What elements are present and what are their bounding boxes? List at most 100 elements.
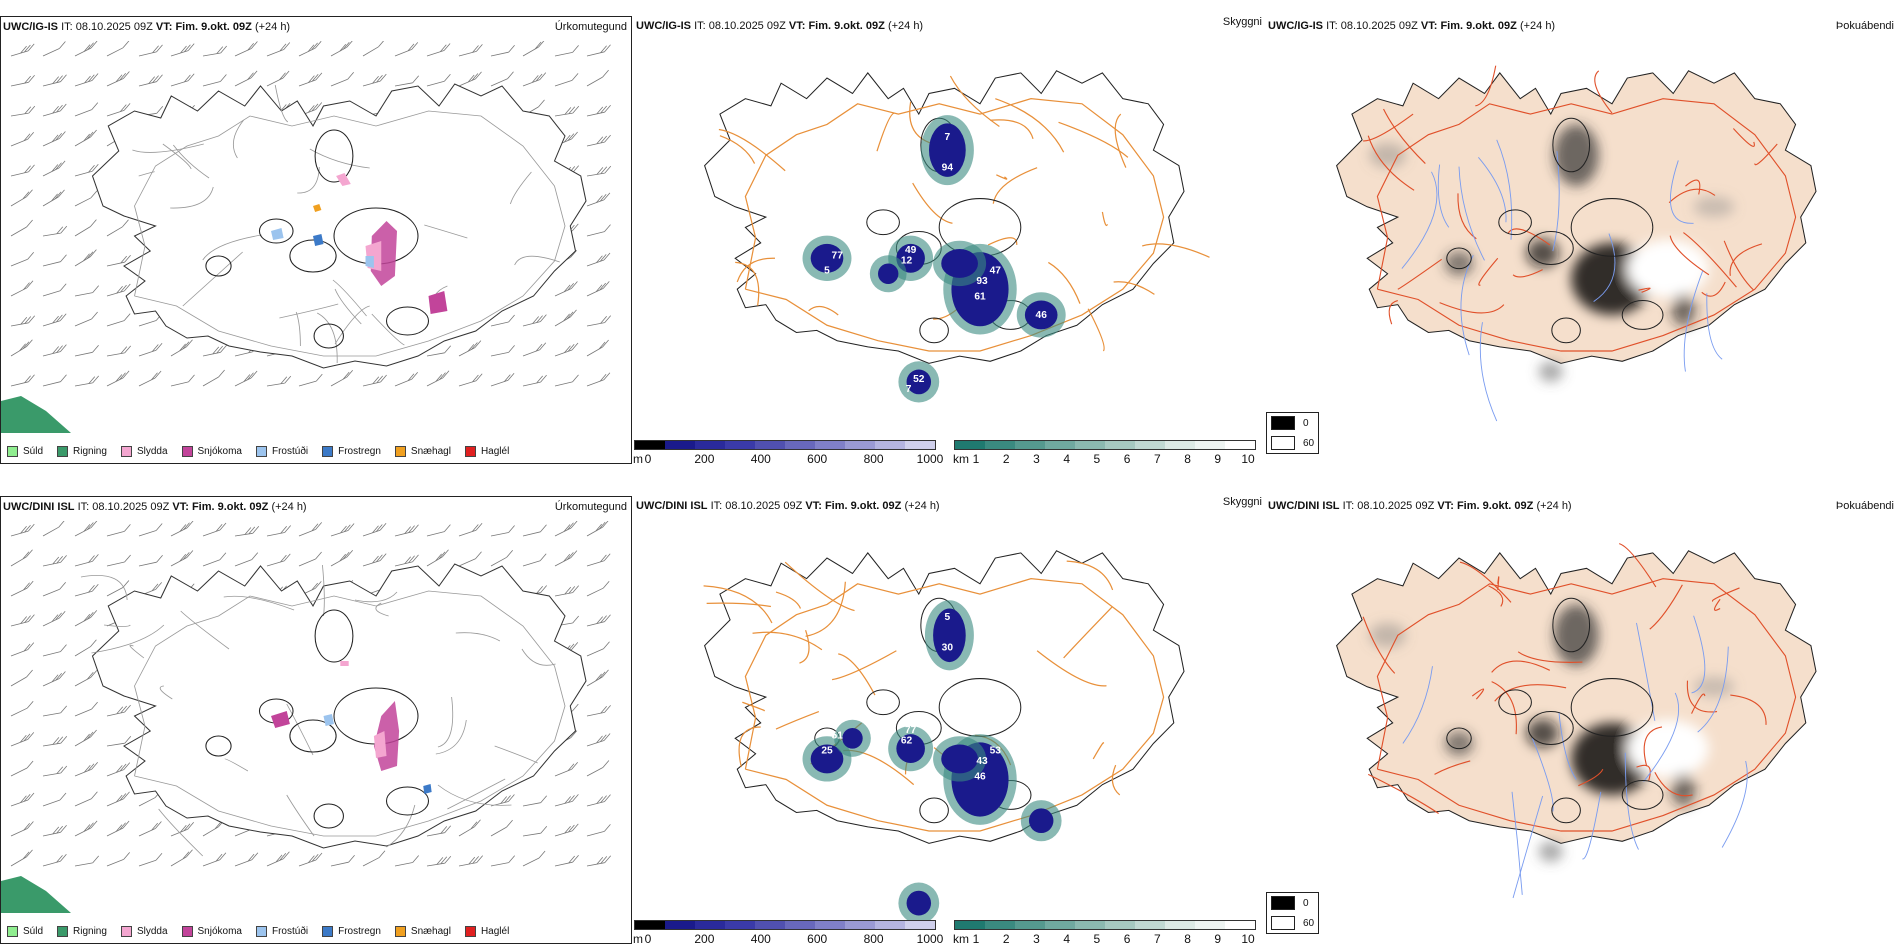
precip-legend-label: Haglél	[480, 446, 510, 457]
ceiling-tick-label: 800	[863, 452, 884, 466]
panel-title: UWC/DINI ISL IT: 08.10.2025 09Z VT: Fim.…	[3, 501, 307, 513]
lead-time: (+24 h)	[887, 20, 924, 32]
precip-legend-item: Haglél	[464, 926, 510, 937]
iceland-coastline	[704, 550, 1185, 844]
init-time: 08.10.2025 09Z	[708, 20, 786, 32]
precip-legend-item: Haglél	[464, 446, 510, 457]
lead-time: (+24 h)	[904, 500, 940, 512]
precip-areas	[271, 173, 448, 314]
ceiling-label: 43	[976, 756, 988, 767]
ceiling-label: 46	[1036, 310, 1048, 321]
panel-title: UWC/DINI ISL IT: 08.10.2025 09Z VT: Fim.…	[636, 500, 940, 512]
ceiling-tick-label: 400	[750, 932, 771, 946]
precip-legend-item: Súld	[7, 926, 43, 937]
ceiling-color-step	[785, 921, 815, 929]
visibility-color-step	[1075, 921, 1105, 929]
precip-legend-item: Snjókoma	[181, 446, 242, 457]
visibility-tick-label: 10	[1241, 452, 1255, 466]
fog-panel: UWC/DINI ISL IT: 08.10.2025 09Z VT: Fim.…	[1266, 496, 1898, 944]
visibility-tick-label: 6	[1123, 452, 1131, 466]
visibility-colorbar-swatches	[954, 920, 1256, 930]
fog-legend-swatch	[1271, 896, 1295, 910]
visibility-color-step	[955, 921, 985, 929]
valid-label: VT:	[172, 501, 189, 513]
ceiling-color-step	[905, 441, 935, 449]
precip-swatch	[322, 446, 334, 457]
ceiling-colorbar-ticks: m 0 200 400 600 800 1000	[633, 450, 943, 466]
precip-legend-item: Slydda	[120, 446, 168, 457]
visibility-tick-label: 9	[1214, 452, 1222, 466]
init-time: 08.10.2025 09Z	[75, 21, 153, 33]
precip-legend-label: Slydda	[136, 446, 168, 457]
precip-swatch	[394, 926, 406, 937]
glacier-outlines	[205, 609, 430, 829]
visibility-color-step	[1195, 921, 1225, 929]
init-label: IT:	[1326, 20, 1338, 32]
ceiling-tick-label: 1000	[916, 452, 944, 466]
precip-swatch	[181, 446, 193, 457]
precip-legend-item: Súld	[7, 446, 43, 457]
ceiling-label: 46	[974, 771, 986, 782]
precip-areas	[271, 661, 432, 794]
ceiling-color-step	[695, 921, 725, 929]
visibility-color-step	[1225, 921, 1255, 929]
lead-time: (+24 h)	[254, 21, 291, 33]
greenland-rain	[1, 876, 71, 913]
visibility-color-step	[1075, 441, 1105, 449]
ceiling-label: 12	[901, 255, 913, 266]
ceiling-color-step	[875, 441, 905, 449]
ceiling-label: 55	[1036, 790, 1048, 801]
precip-type-panel: UWC/IG-IS IT: 08.10.2025 09Z VT: Fim. 9.…	[0, 16, 632, 464]
precip-swatch	[7, 926, 18, 937]
visibility-color-step	[1165, 921, 1195, 929]
visibility-tick-label: 3	[1033, 452, 1040, 466]
ceiling-color-step	[755, 921, 785, 929]
panel-name-precip: Úrkomutegund	[555, 501, 627, 513]
ceiling-tick-label: 400	[750, 452, 771, 466]
ceiling-tick-label: 0	[644, 452, 652, 466]
fog-shading	[1369, 604, 1735, 862]
precip-legend: Súld Rigning Slydda Snjókoma Frostúði Frostre…	[7, 446, 509, 457]
precip-legend-item: Frostregn	[322, 926, 381, 937]
ceiling-label: 25	[821, 746, 833, 757]
precip-legend-label: Snjókoma	[197, 926, 242, 937]
init-time: 08.10.2025 09Z	[1340, 20, 1418, 32]
valid-time: Fim. 9.okt. 09Z	[1456, 500, 1534, 512]
visibility-panel: UWC/IG-IS IT: 08.10.2025 09Z VT: Fim. 9.…	[633, 16, 1264, 466]
ceiling-areas	[802, 115, 1066, 403]
precip-legend-label: Frostregn	[338, 446, 381, 457]
visibility-tick-label: 4	[1063, 452, 1070, 466]
ceiling-color-step	[815, 921, 845, 929]
valid-time: Fim. 9.okt. 09Z	[191, 501, 269, 513]
precip-legend-label: Rigning	[73, 926, 107, 937]
precip-legend-item: Frostúði	[255, 446, 308, 457]
fog-legend-label: 60	[1303, 917, 1315, 929]
valid-time: Fim. 9.okt. 09Z	[808, 20, 885, 32]
visibility-tick-label: 2	[1002, 452, 1010, 466]
precip-legend-label: Snæhagl	[410, 446, 451, 457]
iceland-coastline	[1336, 70, 1817, 364]
precip-legend-item: Snæhagl	[394, 446, 451, 457]
model-name: UWC/DINI ISL	[3, 501, 75, 513]
precip-legend: Súld Rigning Slydda Snjókoma Frostúði Frostre…	[7, 926, 509, 937]
glacier-outlines	[1446, 597, 1664, 824]
iceland-coastline	[704, 70, 1185, 364]
panel-title: UWC/IG-IS IT: 08.10.2025 09Z VT: Fim. 9.…	[1268, 20, 1555, 32]
visibility-tick-label: 2	[1002, 932, 1010, 946]
precip-legend-label: Haglél	[480, 926, 510, 937]
init-label: IT:	[77, 501, 90, 513]
precip-legend-label: Súld	[23, 446, 44, 457]
visibility-tick-label: 5	[1093, 932, 1101, 946]
precip-swatch	[181, 926, 193, 937]
ceiling-label: 94	[942, 163, 954, 174]
precip-legend-item: Rigning	[57, 446, 107, 457]
ceiling-tick-label: 600	[807, 452, 828, 466]
ceiling-colorbar: m 0 200 400 600 800 1000	[633, 440, 943, 466]
visibility-tick-label: 5	[1093, 452, 1101, 466]
panel-name-text: Úrkomutegund	[554, 21, 627, 33]
ceiling-colorbar-ticks: m 0 200 400 600 800 1000	[633, 930, 943, 946]
greenland-rain	[1, 396, 71, 433]
precip-map	[1, 41, 612, 433]
panel-title: UWC/IG-IS IT: 08.10.2025 09Z VT: Fim. 9.…	[636, 20, 923, 32]
